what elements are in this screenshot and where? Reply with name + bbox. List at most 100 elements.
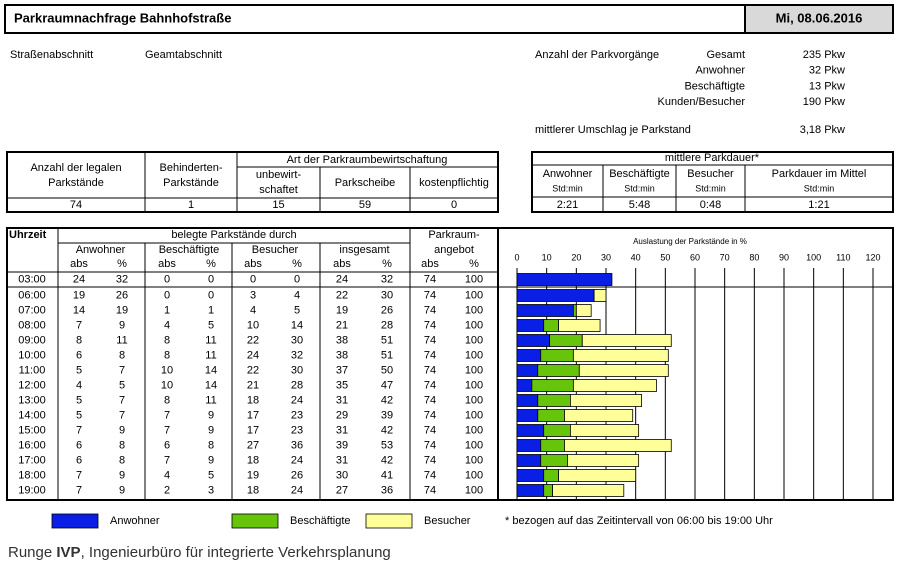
bar-segment	[516, 424, 545, 437]
bar-segment	[572, 379, 657, 392]
cell: 74	[424, 364, 436, 376]
cell: 53	[381, 439, 393, 451]
cell: 0	[250, 273, 256, 285]
cell: 27	[336, 484, 348, 496]
cell: 51	[381, 349, 393, 361]
supply-value: 0	[451, 199, 457, 211]
bar-segment	[516, 304, 574, 317]
supply-header: Parkraum-	[428, 229, 480, 241]
cell: 30	[291, 364, 303, 376]
cell: 42	[381, 454, 393, 466]
footer-prefix: Runge	[8, 544, 52, 561]
cell: 24	[291, 454, 303, 466]
cell: 24	[291, 394, 303, 406]
supply-header: Behinderten-	[160, 162, 223, 174]
cell: 1	[208, 304, 214, 316]
cell: 14	[291, 319, 303, 331]
cell: 28	[381, 319, 393, 331]
duration-value: 0:48	[700, 199, 721, 211]
duration-header: Anwohner	[543, 168, 593, 180]
bar-segment	[516, 379, 533, 392]
bar-segment	[540, 439, 565, 452]
duration-header: Parkdauer im Mittel	[772, 168, 867, 180]
cell: 10	[161, 379, 173, 391]
supply-header: Anzahl der legalen	[30, 162, 121, 174]
cell: 74	[424, 304, 436, 316]
cell: 22	[336, 289, 348, 301]
time: 16:00	[18, 439, 46, 451]
cell: 10	[247, 319, 259, 331]
cell: 11	[205, 394, 216, 406]
title: Parkraumnachfrage Bahnhofstraße	[14, 10, 231, 25]
cell: 7	[164, 454, 170, 466]
duration-value: 2:21	[557, 199, 578, 211]
time: 18:00	[18, 469, 46, 481]
cell: 17	[247, 424, 259, 436]
bar-segment	[516, 319, 545, 332]
count-value: 32 Pkw	[809, 65, 845, 77]
cell: 8	[119, 349, 125, 361]
cell: 18	[247, 484, 259, 496]
date-box	[744, 4, 894, 34]
cell: 28	[291, 379, 303, 391]
duration-unit: Std:min	[804, 183, 835, 193]
cell: 50	[381, 364, 393, 376]
cell: 5	[208, 319, 214, 331]
cell: 100	[465, 349, 483, 361]
cell: 8	[76, 334, 82, 346]
cell: 31	[336, 454, 348, 466]
bar-segment	[516, 289, 595, 302]
x-tick-label: 120	[865, 252, 880, 262]
cell: 6	[164, 439, 170, 451]
time: 11:00	[19, 364, 46, 376]
cell: 14	[205, 364, 217, 376]
duration-value: 1:21	[808, 199, 829, 211]
subheader: %	[206, 258, 216, 270]
cell: 8	[208, 439, 214, 451]
time: 14:00	[18, 409, 46, 421]
cell: 29	[336, 409, 348, 421]
bar-segment	[537, 394, 571, 407]
bar-segment	[558, 469, 637, 482]
cell: 100	[465, 273, 483, 285]
bar-segment	[572, 349, 669, 362]
cell: 11	[116, 334, 127, 346]
supply-header: Parkstände	[163, 177, 219, 189]
cell: 74	[424, 409, 436, 421]
cell: 74	[424, 349, 436, 361]
bar-segment	[516, 334, 551, 347]
bar-segment	[540, 454, 568, 467]
cell: 100	[465, 334, 483, 346]
time: 15:00	[18, 424, 46, 436]
x-tick-label: 30	[601, 252, 611, 262]
x-tick-label: 20	[571, 252, 581, 262]
cell: 24	[247, 349, 259, 361]
cell: 3	[208, 484, 214, 496]
bar-segment	[516, 469, 545, 482]
cell: 17	[247, 409, 259, 421]
cell: 24	[291, 484, 303, 496]
supply-value: 74	[70, 199, 82, 211]
cell: 9	[119, 319, 125, 331]
time: 09:00	[18, 334, 46, 346]
cell: 1	[164, 304, 170, 316]
bar-segment	[516, 409, 539, 422]
cell: 4	[164, 319, 170, 331]
bar-segment	[516, 273, 613, 286]
bar-segment	[543, 319, 559, 332]
time: 13:00	[18, 394, 46, 406]
cell: 9	[208, 409, 214, 421]
cell: 42	[381, 424, 393, 436]
cell: 5	[76, 409, 82, 421]
time: 17:00	[18, 454, 46, 466]
occupancy-group: Besucher	[252, 244, 299, 256]
supply-group-header: Art der Parkraumbewirtschaftung	[287, 154, 448, 166]
bar-segment	[540, 349, 574, 362]
count-title: Anzahl der Parkvorgänge	[535, 49, 659, 61]
cell: 74	[424, 334, 436, 346]
duration-unit: Std:min	[624, 183, 655, 193]
cell: 30	[291, 334, 303, 346]
cell: 39	[336, 439, 348, 451]
cell: 8	[119, 454, 125, 466]
cell: 4	[250, 304, 256, 316]
